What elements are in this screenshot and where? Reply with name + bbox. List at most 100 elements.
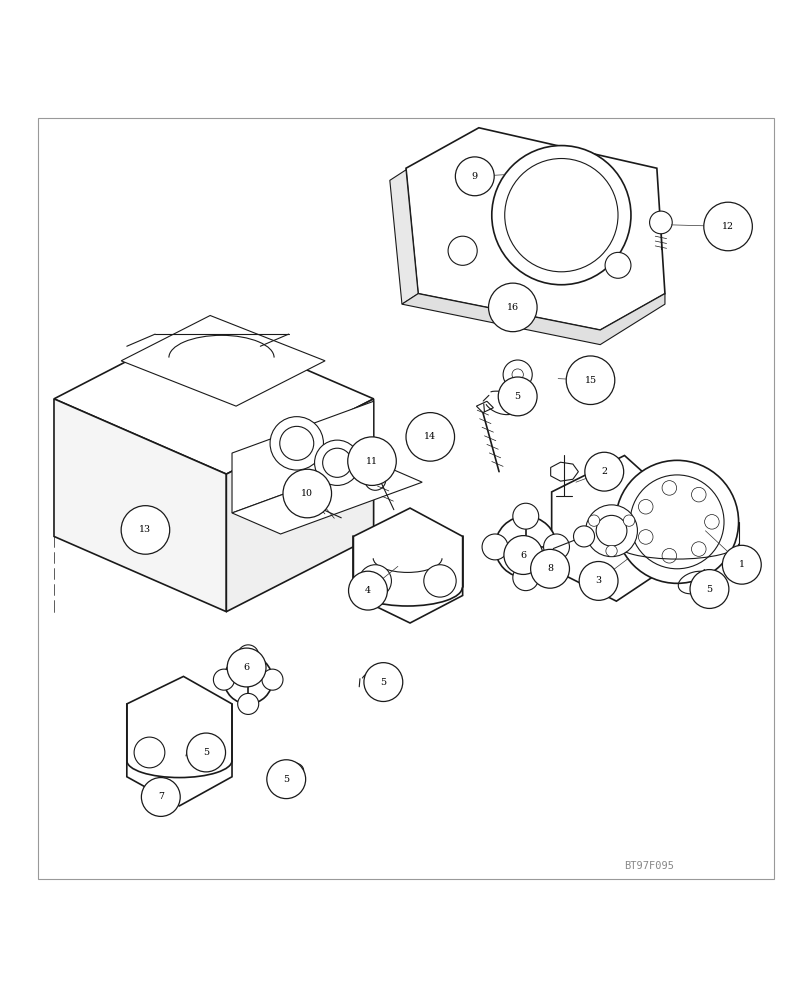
Circle shape: [423, 565, 456, 597]
Polygon shape: [127, 676, 232, 806]
Circle shape: [348, 571, 387, 610]
Text: 5: 5: [514, 392, 520, 401]
Circle shape: [704, 515, 719, 529]
Circle shape: [498, 377, 536, 416]
Polygon shape: [406, 128, 664, 330]
Circle shape: [358, 565, 391, 597]
Text: 7: 7: [157, 792, 164, 801]
Circle shape: [623, 515, 634, 526]
Circle shape: [280, 426, 313, 460]
Circle shape: [504, 159, 617, 272]
Circle shape: [187, 733, 225, 772]
Polygon shape: [226, 399, 373, 612]
Polygon shape: [232, 461, 422, 534]
Text: 8: 8: [547, 564, 552, 573]
Text: 12: 12: [721, 222, 733, 231]
Text: 9: 9: [471, 172, 477, 181]
Circle shape: [573, 526, 594, 547]
Text: 5: 5: [706, 585, 711, 594]
Circle shape: [661, 481, 676, 495]
Circle shape: [314, 440, 359, 485]
Text: 14: 14: [424, 432, 436, 441]
Polygon shape: [551, 455, 664, 601]
Circle shape: [495, 516, 556, 578]
Polygon shape: [121, 315, 324, 406]
Circle shape: [604, 252, 630, 278]
Circle shape: [512, 369, 523, 380]
Circle shape: [322, 448, 351, 477]
Circle shape: [637, 499, 652, 514]
Circle shape: [213, 669, 234, 690]
Circle shape: [513, 503, 538, 529]
Circle shape: [267, 760, 305, 799]
Circle shape: [283, 469, 331, 518]
Circle shape: [448, 236, 477, 265]
Circle shape: [270, 417, 323, 470]
Circle shape: [691, 542, 706, 556]
Polygon shape: [493, 299, 527, 321]
Circle shape: [482, 534, 508, 560]
Circle shape: [543, 534, 569, 560]
Polygon shape: [389, 170, 418, 304]
Polygon shape: [401, 294, 664, 345]
Polygon shape: [54, 399, 226, 612]
Circle shape: [224, 655, 272, 704]
Circle shape: [588, 515, 599, 526]
Circle shape: [584, 452, 623, 491]
Circle shape: [294, 481, 315, 502]
Circle shape: [503, 360, 531, 389]
Text: 6: 6: [243, 663, 249, 672]
Circle shape: [238, 645, 259, 666]
Polygon shape: [353, 508, 462, 623]
Circle shape: [455, 157, 494, 196]
Circle shape: [491, 146, 630, 285]
Circle shape: [691, 487, 706, 502]
Circle shape: [363, 663, 402, 701]
Text: 11: 11: [366, 457, 378, 466]
Text: 10: 10: [301, 489, 313, 498]
Circle shape: [503, 302, 519, 318]
Circle shape: [227, 648, 266, 687]
Text: 2: 2: [600, 467, 607, 476]
Text: 16: 16: [506, 303, 518, 312]
Circle shape: [194, 737, 225, 768]
Circle shape: [262, 669, 283, 690]
Circle shape: [134, 737, 165, 768]
Text: 5: 5: [380, 678, 386, 687]
Text: 4: 4: [364, 586, 371, 595]
Circle shape: [504, 536, 542, 574]
Circle shape: [238, 693, 259, 714]
Circle shape: [364, 469, 385, 490]
Circle shape: [121, 506, 169, 554]
Circle shape: [578, 562, 617, 600]
Circle shape: [513, 565, 538, 591]
Circle shape: [595, 515, 626, 546]
Circle shape: [629, 475, 723, 569]
Text: 3: 3: [594, 576, 601, 585]
Circle shape: [406, 413, 454, 461]
Circle shape: [661, 548, 676, 563]
Polygon shape: [476, 401, 493, 413]
Text: 15: 15: [584, 376, 596, 385]
Circle shape: [703, 202, 752, 251]
Text: 6: 6: [520, 551, 526, 560]
Circle shape: [722, 545, 760, 584]
Text: 13: 13: [139, 525, 152, 534]
Circle shape: [530, 549, 569, 588]
Circle shape: [565, 356, 614, 405]
Circle shape: [615, 460, 738, 583]
Text: 1: 1: [738, 560, 744, 569]
Text: 5: 5: [203, 748, 209, 757]
Polygon shape: [54, 324, 373, 474]
Circle shape: [347, 437, 396, 485]
Polygon shape: [232, 401, 373, 513]
Circle shape: [605, 545, 616, 557]
Circle shape: [649, 211, 672, 234]
Circle shape: [141, 778, 180, 816]
Circle shape: [488, 283, 536, 332]
Circle shape: [689, 570, 728, 608]
Circle shape: [585, 505, 637, 557]
Circle shape: [637, 530, 652, 544]
Circle shape: [298, 491, 319, 512]
Text: 5: 5: [283, 775, 289, 784]
